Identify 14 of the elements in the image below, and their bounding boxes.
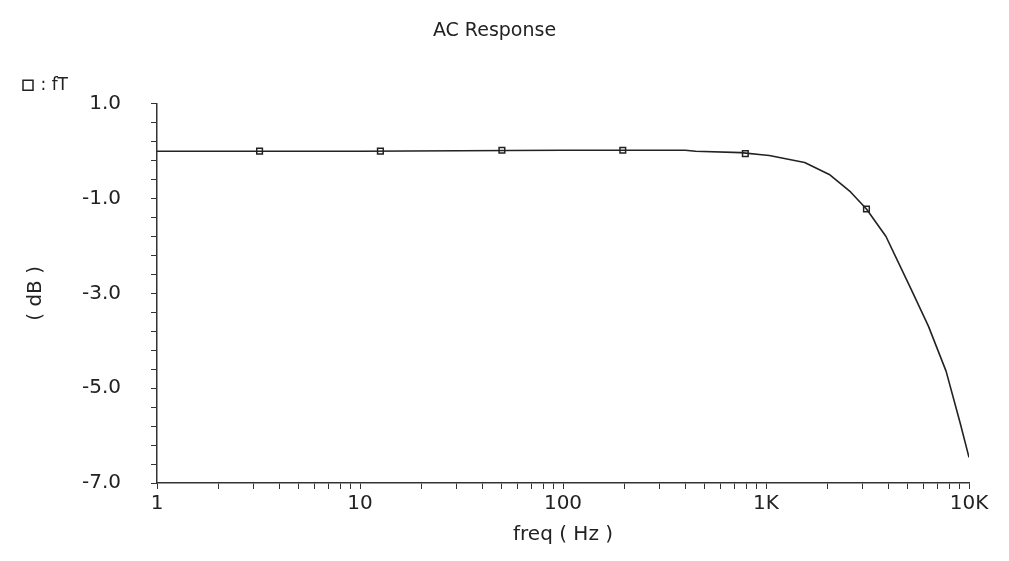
legend-label: : fT [40, 73, 69, 94]
x-tick-label: 1K [753, 490, 780, 515]
x-tick-label: 100 [543, 490, 583, 515]
y-tick-label: -1.0 [81, 184, 122, 209]
y-axis-title: ( dB ) [22, 266, 47, 321]
x-tick-label: 10 [347, 490, 373, 515]
y-tick-label: -3.0 [81, 279, 122, 304]
y-tick-label: -7.0 [81, 469, 122, 494]
x-axis-title: freq ( Hz ) [512, 521, 614, 546]
x-tick-label: 1 [150, 490, 164, 515]
x-tick-label: 10K [949, 490, 990, 515]
chart-title: AC Response [432, 18, 557, 41]
y-tick-label: 1.0 [89, 90, 122, 114]
y-tick-label: -5.0 [81, 374, 122, 399]
